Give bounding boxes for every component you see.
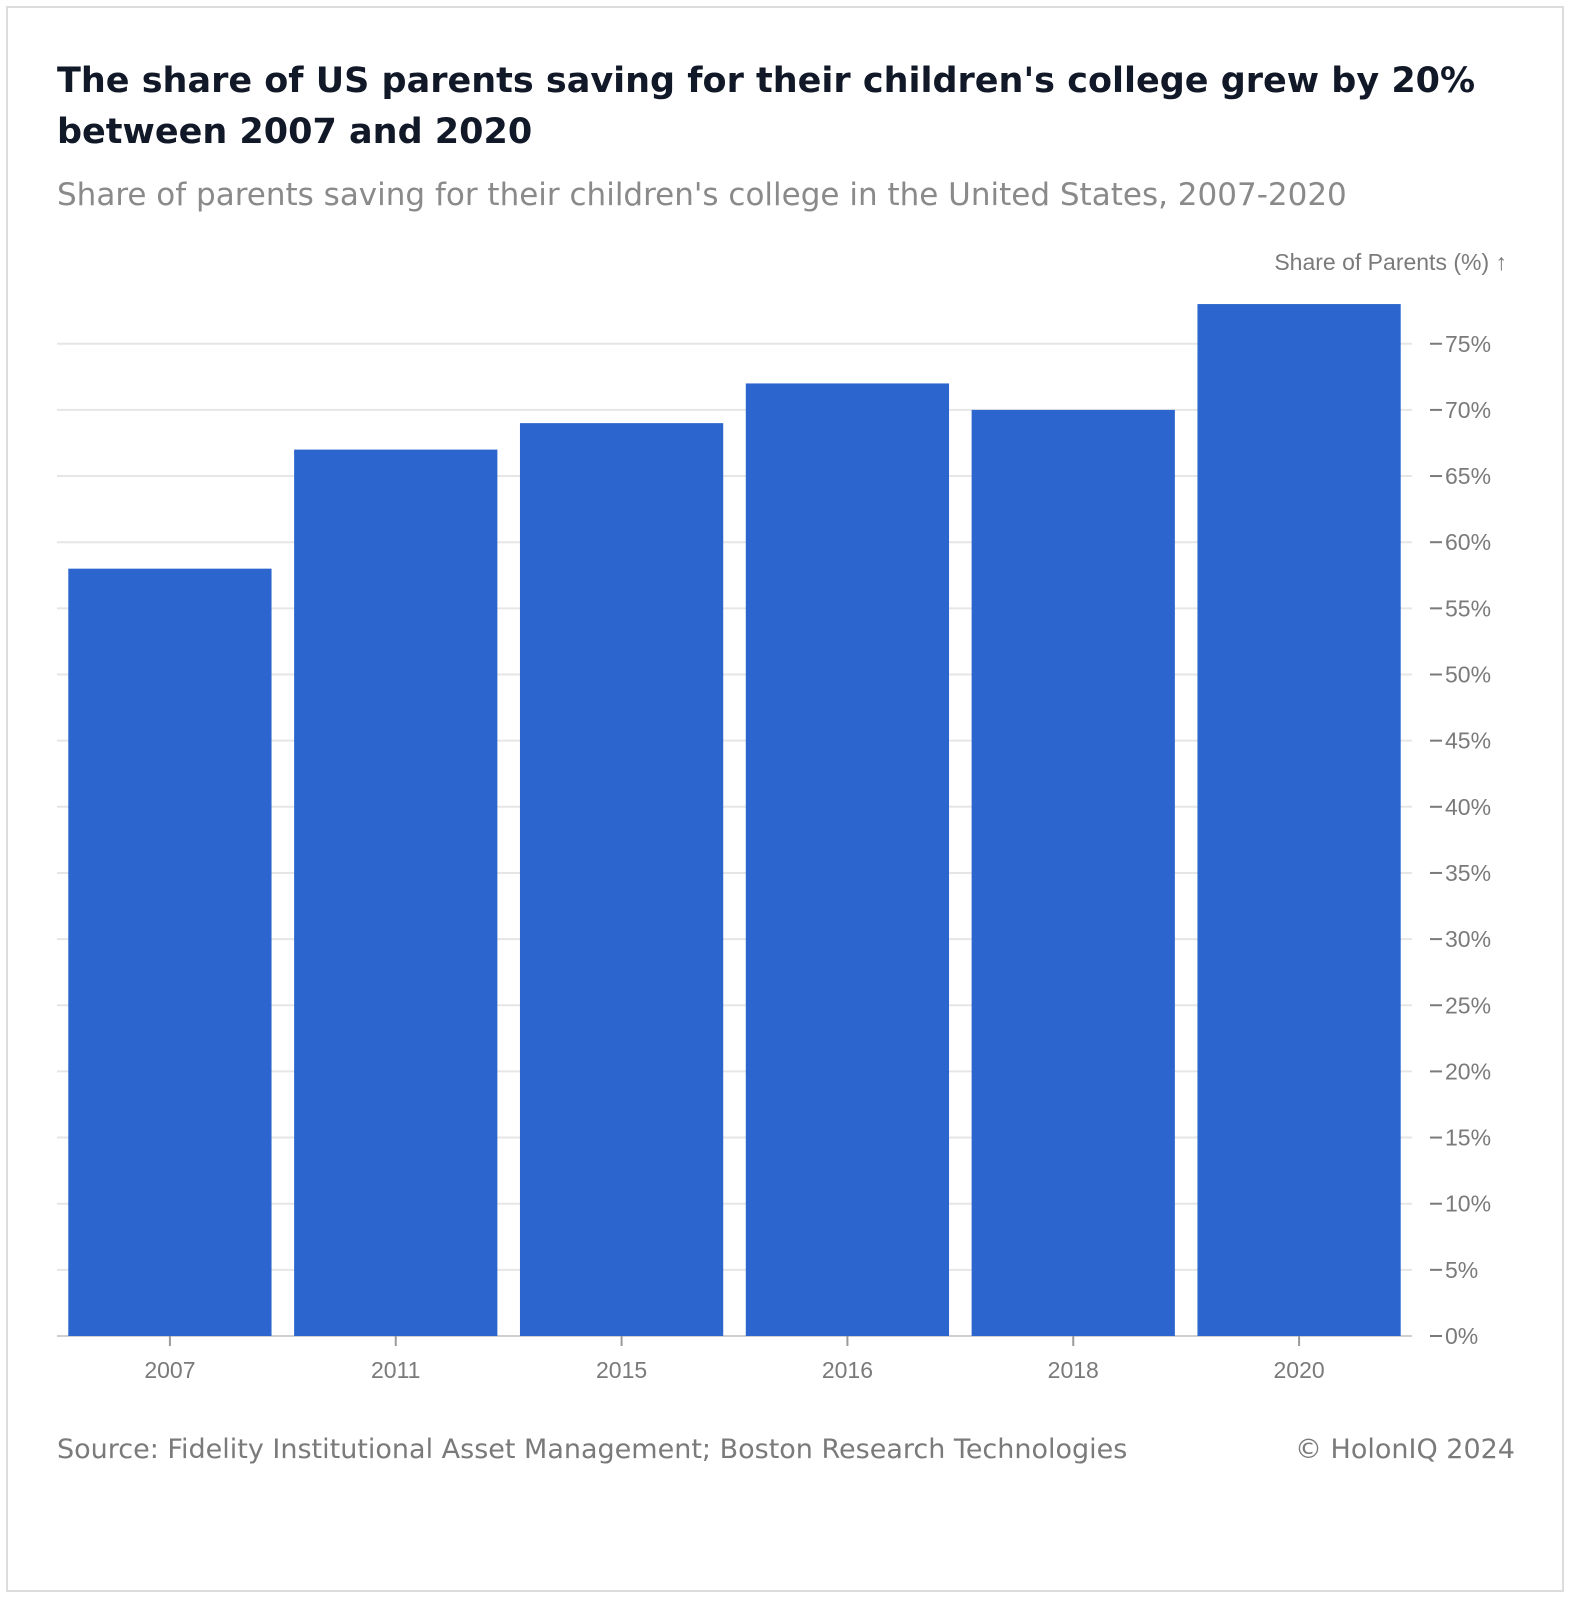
chart-subtitle: Share of parents saving for their childr…: [57, 177, 1347, 213]
y-tick-label: 65%: [1445, 463, 1491, 489]
y-axis-title: Share of Parents (%) ↑: [1274, 249, 1507, 275]
y-tick-label: 55%: [1445, 595, 1491, 621]
copyright-note: © HolonIQ 2024: [1294, 1434, 1515, 1465]
x-tick-label: 2007: [144, 1357, 195, 1383]
y-tick-label: 25%: [1445, 992, 1491, 1018]
y-tick-label: 45%: [1445, 728, 1491, 754]
bar-2020[interactable]: [1197, 304, 1401, 1336]
bars: [68, 304, 1401, 1337]
x-tick-label: 2020: [1273, 1357, 1324, 1383]
y-tick-label: 40%: [1445, 794, 1491, 820]
y-tick-label: 15%: [1445, 1125, 1491, 1151]
bar-2018[interactable]: [971, 409, 1175, 1336]
y-axis: 0% 5% 10% 15% 20% 25% 30% 35% 40% 45% 50% 55% 60% 65%…: [1430, 331, 1491, 1349]
x-tick-label: 2016: [822, 1357, 873, 1383]
y-tick-label: 60%: [1445, 529, 1491, 555]
y-tick-label: 70%: [1445, 397, 1491, 423]
y-tick-label: 50%: [1445, 662, 1491, 688]
y-tick-label: 0%: [1445, 1323, 1478, 1349]
y-tick-label: 10%: [1445, 1191, 1491, 1217]
bar-2016[interactable]: [745, 383, 950, 1336]
y-tick-label: 35%: [1445, 860, 1491, 886]
x-tick-label: 2018: [1048, 1357, 1099, 1383]
bar-2015[interactable]: [519, 423, 724, 1336]
y-tick-label: 5%: [1445, 1257, 1478, 1283]
y-tick-label: 30%: [1445, 926, 1491, 952]
y-tick-label: 20%: [1445, 1058, 1491, 1084]
chart-title: The share of US parents saving for their…: [57, 61, 1476, 152]
x-axis: 2007 2011 2015 2016 2018 2020: [144, 1336, 1325, 1383]
bar-2011[interactable]: [294, 449, 498, 1337]
x-tick-label: 2015: [596, 1357, 647, 1383]
bar-chart: 0% 5% 10% 15% 20% 25% 30% 35% 40% 45% 50% 55% 60% 65%…: [57, 249, 1507, 1383]
y-tick-label: 75%: [1445, 331, 1491, 357]
bar-2007[interactable]: [68, 568, 272, 1336]
gridlines: [57, 342, 1412, 1337]
source-note: Source: Fidelity Institutional Asset Man…: [57, 1434, 1128, 1465]
x-tick-label: 2011: [371, 1357, 420, 1383]
